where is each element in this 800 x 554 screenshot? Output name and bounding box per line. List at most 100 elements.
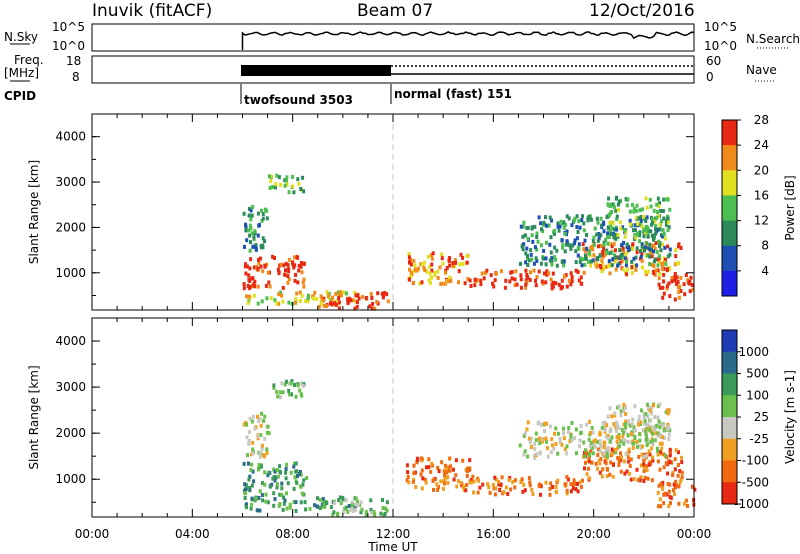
velocity-echo-cell <box>285 506 289 511</box>
velocity-echo-cell <box>617 456 621 461</box>
velocity-echo-cell <box>644 454 648 458</box>
velocity-echo-cell <box>370 510 374 515</box>
power-echo-cell <box>499 269 503 274</box>
velocity-echo-cell <box>263 470 267 475</box>
velocity-echo-cell <box>606 454 610 459</box>
velocity-echo-cell <box>627 447 631 452</box>
power-echo-cell <box>265 216 269 221</box>
velocity-echo-cell <box>641 428 645 432</box>
power-echo-cell <box>633 233 637 237</box>
velocity-echo-cell <box>667 408 671 413</box>
velocity-echo-cell <box>533 453 536 458</box>
velocity-echo-cell <box>656 452 660 457</box>
velocity-echo-cell <box>605 451 609 456</box>
velocity-echo-cell <box>406 470 410 475</box>
power-echo-cell <box>565 214 569 219</box>
power-echo-cell <box>253 284 257 289</box>
velocity-echo-cell <box>288 502 292 507</box>
velocity-echo-cell <box>275 468 279 472</box>
velocity-echo-cell <box>420 468 424 473</box>
power-echo-cell <box>652 249 655 254</box>
power-echo-cell <box>560 278 564 283</box>
velocity-echo-cell <box>613 411 617 416</box>
velocity-echo-cell <box>544 480 548 485</box>
power-echo-cell <box>646 234 650 239</box>
power-echo-cell <box>521 224 525 229</box>
velocity-echo-cell <box>624 419 628 424</box>
power-echo-cell <box>581 214 585 219</box>
power-echo-cell <box>648 262 652 266</box>
velocity-echo-region <box>405 456 472 493</box>
power-echo-cell <box>665 222 668 227</box>
velocity-echo-cell <box>494 486 498 491</box>
velocity-echo-cell <box>260 411 264 416</box>
power-echo-cell <box>526 226 530 230</box>
velocity-echo-cell <box>574 427 578 432</box>
power-echo-cell <box>438 265 442 270</box>
velocity-echo-cell <box>604 434 608 439</box>
power-echo-cell <box>586 218 590 223</box>
velocity-echo-cell <box>298 388 302 393</box>
power-echo-cell <box>589 246 593 250</box>
velocity-echo-cell <box>589 449 593 454</box>
velocity-echo-cell <box>628 471 632 476</box>
power-echo-cell <box>583 238 587 243</box>
velocity-echo-cell <box>677 484 681 489</box>
power-echo-cell <box>536 239 540 244</box>
power-echo-cell <box>247 206 251 211</box>
velocity-echo-cell <box>674 479 678 484</box>
power-echo-cell <box>624 254 628 259</box>
power-colorbar-label: 28 <box>754 113 769 127</box>
power-echo-cell <box>271 185 275 189</box>
power-echo-cell <box>436 269 440 274</box>
power-echo-cell <box>519 285 523 290</box>
velocity-echo-cell <box>257 496 261 500</box>
velocity-echo-cell <box>296 474 299 479</box>
power-echo-cell <box>412 258 416 263</box>
power-colorbar-swatch <box>722 170 737 196</box>
power-echo-cell <box>578 259 582 264</box>
velocity-echo-cell <box>655 446 659 451</box>
power-echo-cell <box>640 244 644 249</box>
power-echo-cell <box>595 264 599 269</box>
velocity-echo-region <box>242 461 309 497</box>
velocity-echo-cell <box>675 483 679 488</box>
velocity-echo-cell <box>567 425 571 430</box>
velocity-echo-cell <box>257 463 261 467</box>
power-echo-cell <box>557 282 561 287</box>
power-echo-cell <box>611 257 615 262</box>
velocity-echo-cell <box>606 446 610 450</box>
power-echo-cell <box>331 295 335 300</box>
velocity-echo-cell <box>412 463 416 468</box>
velocity-echo-cell <box>247 440 251 445</box>
power-echo-cell <box>554 257 558 262</box>
power-echo-cell <box>641 265 644 270</box>
power-echo-cell <box>553 245 557 250</box>
velocity-echo-cell <box>272 385 276 390</box>
power-echo-cell <box>640 224 644 229</box>
velocity-echo-cell <box>562 426 565 431</box>
velocity-echo-cell <box>644 422 647 427</box>
velocity-echo-cell <box>254 497 258 502</box>
power-echo-cell <box>303 261 306 266</box>
power-echo-cell <box>428 271 432 276</box>
power-echo-cell <box>646 246 650 251</box>
power-echo-cell <box>603 252 607 257</box>
power-echo-cell <box>539 243 543 248</box>
velocity-echo-cell <box>338 495 342 500</box>
velocity-echo-cell <box>626 455 630 460</box>
power-echo-cell <box>311 296 315 301</box>
power-colorbar-swatch <box>722 195 737 222</box>
power-echo-cell <box>607 213 611 218</box>
power-echo-cell <box>564 222 568 227</box>
power-echo-cell <box>465 260 469 265</box>
power-echo-cell <box>550 262 554 267</box>
velocity-echo-cell <box>263 454 266 459</box>
velocity-echo-cell <box>258 508 262 513</box>
velocity-echo-cell <box>639 420 643 425</box>
power-echo-cell <box>259 264 263 269</box>
power-echo-cell <box>657 282 661 287</box>
velocity-echo-cell <box>601 467 605 472</box>
power-echo-cell <box>658 227 662 232</box>
